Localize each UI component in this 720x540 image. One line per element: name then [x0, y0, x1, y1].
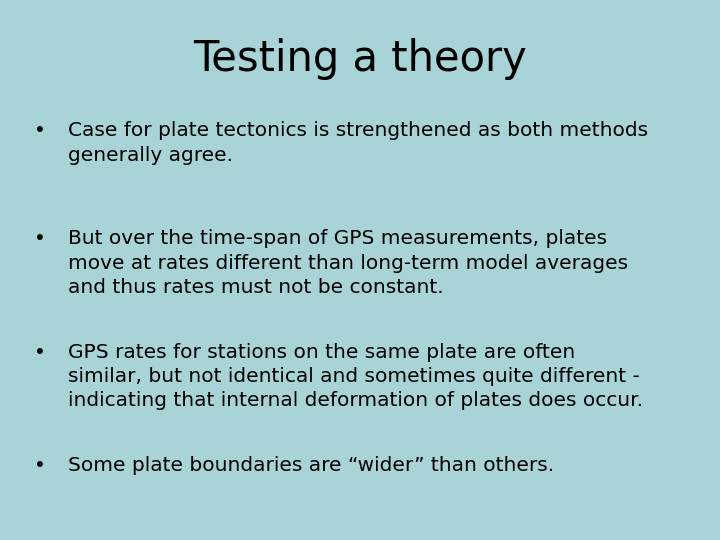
- Text: •: •: [34, 122, 45, 140]
- Text: But over the time-span of GPS measurements, plates
move at rates different than : But over the time-span of GPS measuremen…: [68, 230, 629, 297]
- Text: •: •: [34, 230, 45, 248]
- Text: Testing a theory: Testing a theory: [193, 38, 527, 80]
- Text: •: •: [34, 456, 45, 475]
- Text: GPS rates for stations on the same plate are often
similar, but not identical an: GPS rates for stations on the same plate…: [68, 343, 644, 410]
- Text: Some plate boundaries are “wider” than others.: Some plate boundaries are “wider” than o…: [68, 456, 554, 475]
- Text: Case for plate tectonics is strengthened as both methods
generally agree.: Case for plate tectonics is strengthened…: [68, 122, 649, 165]
- Text: •: •: [34, 343, 45, 362]
